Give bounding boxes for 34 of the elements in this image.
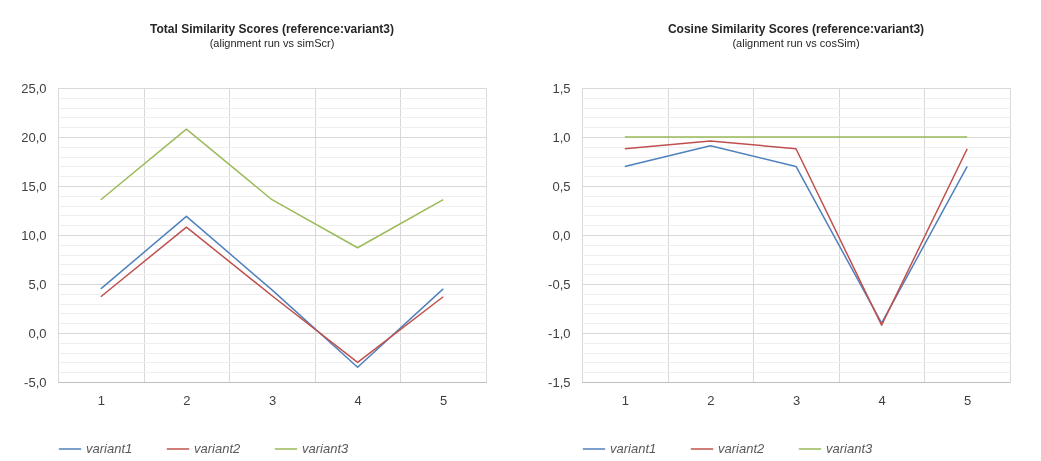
y-tick-label: 1,5 xyxy=(552,80,571,96)
x-tick-label: 1 xyxy=(621,392,629,408)
y-tick-label: 10,0 xyxy=(21,227,47,243)
legend-label: variant1 xyxy=(86,441,133,456)
y-tick-label: -1,5 xyxy=(548,374,571,390)
legend-label: variant2 xyxy=(194,441,242,456)
x-tick-label: 4 xyxy=(354,392,362,408)
x-tick-label: 2 xyxy=(707,392,715,408)
x-tick-label: 3 xyxy=(792,392,801,408)
y-tick-label: -1,0 xyxy=(548,325,571,341)
y-tick-label: -5,0 xyxy=(24,374,47,390)
legend-label: variant3 xyxy=(302,441,350,456)
legend-label: variant1 xyxy=(610,441,657,456)
y-tick-label: 1,0 xyxy=(552,129,571,145)
x-tick-label: 1 xyxy=(97,392,105,408)
legend-label: variant3 xyxy=(826,441,874,456)
y-tick-label: 15,0 xyxy=(21,178,47,194)
x-tick-label: 5 xyxy=(440,392,448,408)
x-tick-label: 3 xyxy=(268,392,277,408)
y-tick-label: 0,0 xyxy=(28,325,47,341)
y-tick-label: 25,0 xyxy=(21,80,47,96)
x-tick-label: 4 xyxy=(878,392,886,408)
chart-title: Total Similarity Scores (reference:variant3) xyxy=(150,22,394,36)
x-tick-label: 2 xyxy=(183,392,191,408)
chart-subtitle: (alignment run vs simScr) xyxy=(209,37,335,49)
chart-subtitle: (alignment run vs cosSim) xyxy=(732,37,860,49)
y-tick-label: 0,0 xyxy=(552,227,571,243)
x-tick-label: 5 xyxy=(964,392,972,408)
y-tick-label: 20,0 xyxy=(21,129,47,145)
legend-label: variant2 xyxy=(718,441,766,456)
y-tick-label: 5,0 xyxy=(28,276,47,292)
y-tick-label: 0,5 xyxy=(552,178,571,194)
chart-title: Cosine Similarity Scores (reference:variant3) xyxy=(667,22,925,36)
y-tick-label: -0,5 xyxy=(548,276,571,292)
